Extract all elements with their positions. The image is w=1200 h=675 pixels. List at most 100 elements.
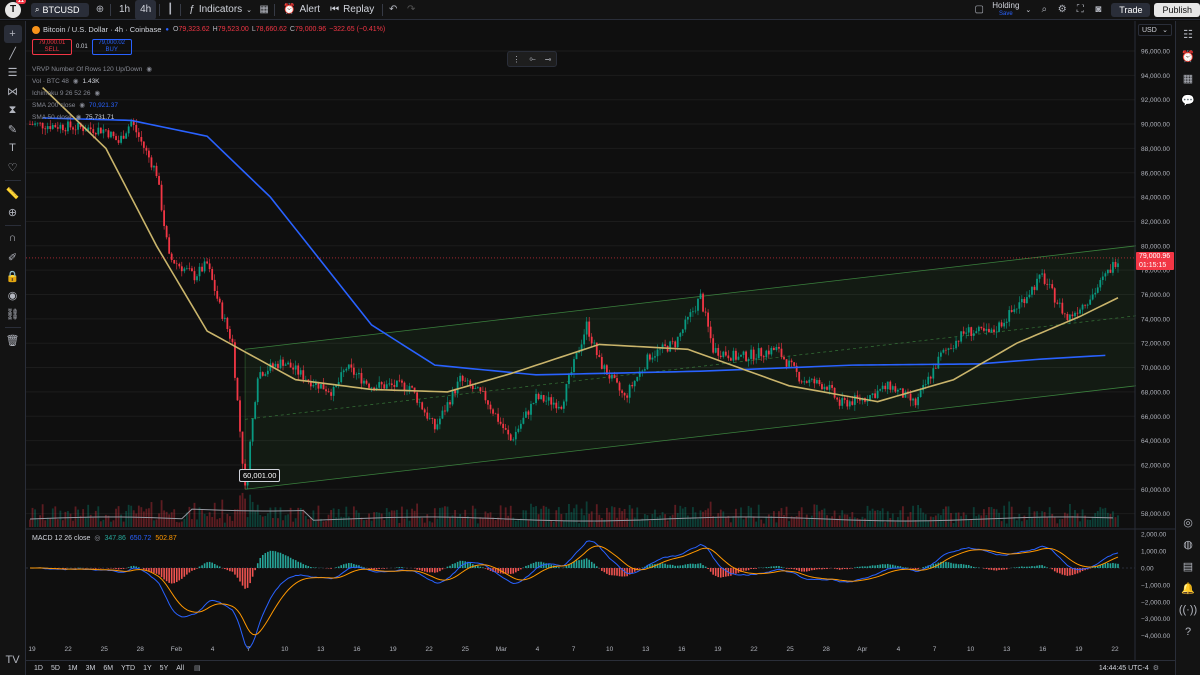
ideas-icon[interactable]: ◍	[1183, 538, 1193, 551]
chevron-down-icon[interactable]: ⌄	[1025, 6, 1032, 14]
range-button[interactable]: 5Y	[159, 664, 169, 672]
macd-histogram-bar	[864, 566, 866, 568]
chat-icon[interactable]: 💬	[1181, 94, 1195, 107]
layout-name-menu[interactable]: Holding Save	[992, 1, 1019, 18]
range-button[interactable]: 1M	[67, 664, 78, 672]
zoom-in-icon[interactable]: ⊕	[7, 206, 18, 219]
layout-grid-icon[interactable]: ▦	[259, 4, 269, 15]
volume-bar	[269, 507, 272, 527]
layout-square-icon[interactable]: ▢	[974, 4, 984, 15]
candle-body	[239, 400, 241, 432]
pencil-lock-icon[interactable]: ✐	[7, 251, 18, 264]
prediction-icon[interactable]: ⧗	[8, 103, 17, 116]
gear-icon[interactable]: ⚙	[1057, 4, 1067, 15]
indicator-row[interactable]: SMA 200 close ◉ 70,921.37	[32, 100, 385, 112]
indicator-row[interactable]: Vol · BTC 48 ◉ 1.43K	[32, 76, 385, 88]
range-button[interactable]: 6M	[103, 664, 114, 672]
volume-bar	[816, 504, 818, 527]
eye-icon[interactable]: ◉	[7, 289, 18, 302]
macd-histogram-bar	[492, 568, 494, 572]
macd-histogram-bar	[1051, 568, 1054, 570]
watchlist-icon[interactable]: ☷	[1183, 28, 1193, 41]
target-icon[interactable]: ◎	[1183, 516, 1193, 529]
eye-icon[interactable]: ◉	[72, 78, 79, 85]
candle-body	[519, 423, 522, 429]
line-style-icon[interactable]: ⊸	[544, 54, 552, 64]
fib-retracement-icon[interactable]: ☰	[7, 66, 18, 79]
magnet-icon[interactable]: ∩	[8, 232, 17, 244]
eye-icon[interactable]: ◉	[75, 114, 82, 121]
range-button[interactable]: YTD	[121, 664, 136, 672]
signal-icon[interactable]: ((·))	[1178, 604, 1198, 616]
calendar-range-icon[interactable]: ▤	[194, 665, 201, 672]
link-icon[interactable]: ⛓	[5, 308, 20, 321]
heart-icon[interactable]: ♡	[7, 161, 18, 174]
candle-body	[110, 131, 112, 138]
symbol-search[interactable]: ⌕ BTCUSD	[31, 2, 89, 17]
camera-icon[interactable]: ◙	[1095, 4, 1102, 15]
range-button[interactable]: All	[176, 664, 185, 672]
candle-body	[196, 276, 198, 281]
alerts-icon[interactable]: ⏰	[1181, 50, 1195, 63]
data-window-icon[interactable]: ▦	[1182, 72, 1194, 85]
volume-bar	[732, 516, 735, 527]
settings-icon[interactable]: ⚙	[1152, 665, 1159, 672]
trade-button[interactable]: Trade	[1111, 2, 1151, 17]
chart-grid	[26, 50, 1135, 515]
macd-histogram-bar	[988, 568, 990, 570]
lock-icon[interactable]: 🔒	[5, 270, 20, 283]
eye-icon[interactable]: ◉	[146, 66, 152, 73]
add-symbol-icon[interactable]: ⊕	[95, 4, 105, 15]
candle-body	[497, 413, 499, 422]
publish-button[interactable]: Publish	[1154, 2, 1200, 17]
range-button[interactable]: 1Y	[143, 664, 152, 672]
timeframe-4h[interactable]: 4h	[135, 0, 157, 20]
line-icon[interactable]: ⟜	[529, 54, 536, 63]
replay-button[interactable]: ⏮ Replay	[325, 0, 379, 20]
currency-selector[interactable]: USD ⌄	[1138, 24, 1172, 36]
volume-bar	[41, 504, 44, 527]
sell-button[interactable]: 79,000.01 SELL	[32, 39, 72, 55]
timeframe-1h[interactable]: 1h	[119, 4, 131, 15]
notifications-icon[interactable]: 🔔	[1181, 582, 1195, 595]
candle-body	[1081, 304, 1084, 310]
pattern-icon[interactable]: ⋈	[7, 85, 18, 98]
indicator-row[interactable]: VRVP Number Of Rows 120 Up/Down ◉	[32, 64, 385, 76]
brush-icon[interactable]: ✎	[7, 123, 18, 136]
macd-histogram-bar	[884, 564, 887, 568]
undo-icon[interactable]: ↶	[389, 4, 398, 15]
redo-icon[interactable]: ↷	[407, 4, 416, 15]
calendar-icon[interactable]: ▤	[1182, 560, 1194, 573]
indicator-row[interactable]: SMA 50 close ◉ 75,731.71	[32, 112, 385, 124]
volume-bar	[413, 510, 416, 527]
floating-drawing-toolbar[interactable]: ⋮ ⟜ ⊸	[507, 51, 557, 67]
macd-histogram-bar	[947, 562, 950, 568]
volume-bar	[654, 509, 656, 527]
trend-line-icon[interactable]: ╱	[9, 47, 16, 60]
buy-button[interactable]: 79,000.02 BUY	[91, 39, 132, 55]
range-button[interactable]: 5D	[50, 664, 60, 672]
candle-body	[421, 402, 424, 410]
search-icon[interactable]: ⌕	[1041, 4, 1048, 15]
fullscreen-icon[interactable]: ⛶	[1076, 4, 1084, 15]
trash-icon[interactable]: 🗑	[5, 334, 20, 347]
divider	[274, 3, 276, 16]
macd-histogram-bar	[269, 550, 272, 568]
help-icon[interactable]: ?	[1184, 626, 1192, 638]
text-icon[interactable]: T	[9, 142, 16, 154]
range-button[interactable]: 1D	[34, 664, 43, 672]
drag-handle-icon[interactable]: ⋮	[512, 54, 521, 64]
crosshair-icon[interactable]: +	[3, 25, 22, 43]
settings-icon[interactable]: ◎	[94, 535, 101, 542]
indicators-button[interactable]: ƒ Indicators ⌄	[184, 0, 257, 20]
eye-icon[interactable]: ◉	[94, 90, 101, 97]
candle-body	[785, 359, 788, 367]
range-button[interactable]: 3M	[85, 664, 96, 672]
indicator-row[interactable]: Ichimoku 9 26 52 26 ◉	[32, 88, 385, 100]
alert-button[interactable]: ⏰ Alert	[278, 0, 325, 20]
candles-icon[interactable]: ┃	[167, 4, 174, 15]
eye-icon[interactable]: ◉	[79, 102, 86, 109]
ruler-icon[interactable]: 📏	[5, 187, 20, 200]
profile-avatar[interactable]: T 11	[5, 0, 26, 18]
